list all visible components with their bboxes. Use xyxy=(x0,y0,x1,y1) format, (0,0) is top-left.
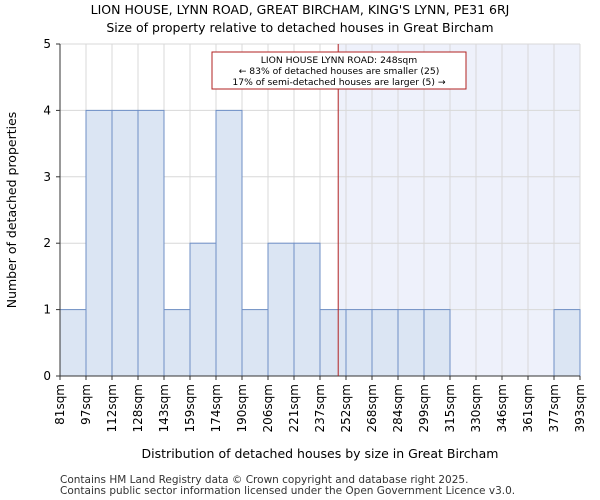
y-tick-label: 3 xyxy=(43,170,51,184)
x-tick-label: 330sqm xyxy=(469,384,483,432)
x-tick-label: 159sqm xyxy=(183,384,197,432)
bar xyxy=(111,109,139,377)
bar xyxy=(163,309,191,377)
x-tick-label: 112sqm xyxy=(105,384,119,432)
y-tick-label: 0 xyxy=(43,369,51,383)
bar xyxy=(59,309,87,377)
annotation-line-2: ← 83% of detached houses are smaller (25… xyxy=(239,66,440,77)
bar-chart: 0 1 2 3 4 5 81sqm 97sqm 112sqm 128sqm 143sqm 159sqm… xyxy=(4,37,587,461)
footer-copyright: Contains HM Land Registry data © Crown c… xyxy=(60,474,469,486)
chart-title: LION HOUSE, LYNN ROAD, GREAT BIRCHAM, KI… xyxy=(90,2,510,17)
x-tick-label: 97sqm xyxy=(79,384,93,425)
bar xyxy=(293,242,321,377)
bar xyxy=(215,109,243,377)
x-tick-label: 268sqm xyxy=(365,384,379,432)
y-tick-label: 2 xyxy=(43,236,51,250)
x-axis-label: Distribution of detached houses by size … xyxy=(142,446,499,461)
x-tick-label: 81sqm xyxy=(53,384,67,425)
bar xyxy=(189,242,217,377)
bar xyxy=(241,309,269,377)
bar xyxy=(319,309,347,377)
x-tick-label: 237sqm xyxy=(313,384,327,432)
annotation-line-1: LION HOUSE LYNN ROAD: 248sqm xyxy=(261,55,417,66)
y-tick-label: 4 xyxy=(43,103,51,117)
annotation-box xyxy=(211,51,467,90)
x-tick-label: 206sqm xyxy=(261,384,275,432)
x-tick-label: 252sqm xyxy=(339,384,353,432)
annotation-line-3: 17% of semi-detached houses are larger (… xyxy=(232,77,445,88)
bar xyxy=(397,309,425,377)
y-tick-label: 5 xyxy=(43,37,51,51)
x-tick-label: 393sqm xyxy=(573,384,587,432)
x-tick-label: 299sqm xyxy=(417,384,431,432)
bar xyxy=(137,109,165,377)
bar xyxy=(423,309,451,377)
x-tick-label: 221sqm xyxy=(287,384,301,432)
footer-licence: Contains public sector information licen… xyxy=(60,485,516,497)
x-tick-label: 284sqm xyxy=(391,384,405,432)
bar xyxy=(345,309,373,377)
y-axis-label: Number of detached properties xyxy=(4,112,19,309)
y-tick-label: 1 xyxy=(43,303,51,317)
x-tick-label: 128sqm xyxy=(131,384,145,432)
bar xyxy=(553,309,581,377)
x-tick-label: 377sqm xyxy=(547,384,561,432)
x-tick-label: 346sqm xyxy=(495,384,509,432)
bar xyxy=(85,109,113,377)
x-tick-label: 315sqm xyxy=(443,384,457,432)
x-tick-label: 361sqm xyxy=(521,384,535,432)
x-tick-label: 190sqm xyxy=(235,384,249,432)
bar xyxy=(371,309,399,377)
chart-subtitle: Size of property relative to detached ho… xyxy=(106,20,494,35)
x-tick-label: 143sqm xyxy=(157,384,171,432)
bar xyxy=(267,242,295,377)
x-tick-label: 174sqm xyxy=(209,384,223,432)
